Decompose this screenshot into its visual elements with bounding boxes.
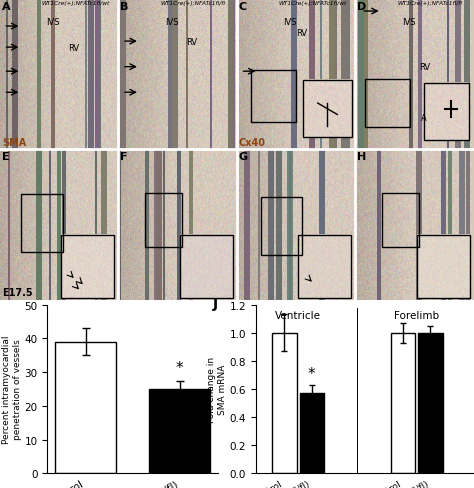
Text: WT1Cre(+);NFATc1fl/wt: WT1Cre(+);NFATc1fl/wt [278, 1, 346, 6]
Text: *: * [176, 361, 183, 376]
Bar [303, 81, 352, 138]
Text: F: F [120, 152, 128, 162]
Y-axis label: Percent intramyocardial
penetration of vessels: Percent intramyocardial penetration of v… [2, 335, 22, 443]
Bar [251, 71, 296, 123]
Text: WT1Cre(+);NFATc1fl/wt: WT1Cre(+);NFATc1fl/wt [41, 1, 109, 6]
Bar [55, 342, 116, 473]
Bar [149, 389, 210, 473]
Text: Cx40: Cx40 [239, 138, 266, 148]
Text: B: B [120, 2, 129, 12]
Text: IVS: IVS [402, 18, 416, 27]
Bar [298, 235, 351, 298]
Text: H: H [357, 152, 367, 162]
Bar [272, 333, 297, 473]
Bar [145, 194, 182, 247]
Bar [180, 235, 233, 298]
Bar [261, 198, 302, 255]
Bar [300, 393, 324, 473]
Text: WT1Cre(+);NFATc1fl/fl: WT1Cre(+);NFATc1fl/fl [160, 1, 225, 6]
Bar [417, 235, 470, 298]
Bar [365, 80, 410, 127]
Text: IVS: IVS [46, 18, 60, 27]
Text: D: D [357, 2, 367, 12]
Text: G: G [239, 152, 248, 162]
Bar [391, 333, 415, 473]
Text: *: * [308, 366, 316, 381]
Text: IVS: IVS [283, 18, 297, 27]
Text: Ventricle: Ventricle [275, 310, 321, 321]
Bar [382, 194, 419, 247]
Text: RV: RV [186, 38, 198, 46]
Text: J: J [212, 297, 218, 310]
Text: A: A [2, 2, 10, 12]
Y-axis label: Fold change in
SMA mRNA: Fold change in SMA mRNA [208, 356, 227, 422]
Text: E: E [2, 152, 9, 162]
Bar [424, 84, 469, 141]
Text: C: C [239, 2, 247, 12]
Text: RV: RV [419, 63, 430, 72]
Text: A: A [420, 114, 427, 123]
Bar [418, 333, 443, 473]
Bar [21, 195, 63, 252]
Text: E17.5: E17.5 [2, 287, 33, 297]
Bar [61, 235, 114, 298]
Text: Forelimb: Forelimb [394, 310, 439, 321]
Text: RV: RV [68, 43, 79, 53]
Text: IVS: IVS [165, 18, 179, 27]
Text: SMA: SMA [2, 138, 26, 148]
Text: RV: RV [297, 28, 308, 38]
Text: WT1Cre(+);NFATc1fl/fl: WT1Cre(+);NFATc1fl/fl [397, 1, 462, 6]
